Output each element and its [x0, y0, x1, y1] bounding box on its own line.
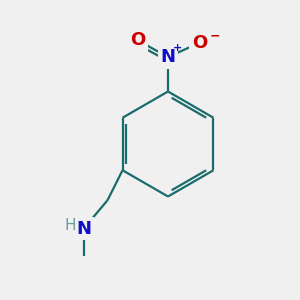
Text: O: O [192, 34, 207, 52]
Text: H: H [64, 218, 76, 233]
Text: N: N [160, 48, 175, 66]
Text: N: N [76, 220, 91, 238]
Text: −: − [209, 29, 220, 43]
Text: +: + [172, 43, 182, 53]
Text: O: O [130, 32, 146, 50]
